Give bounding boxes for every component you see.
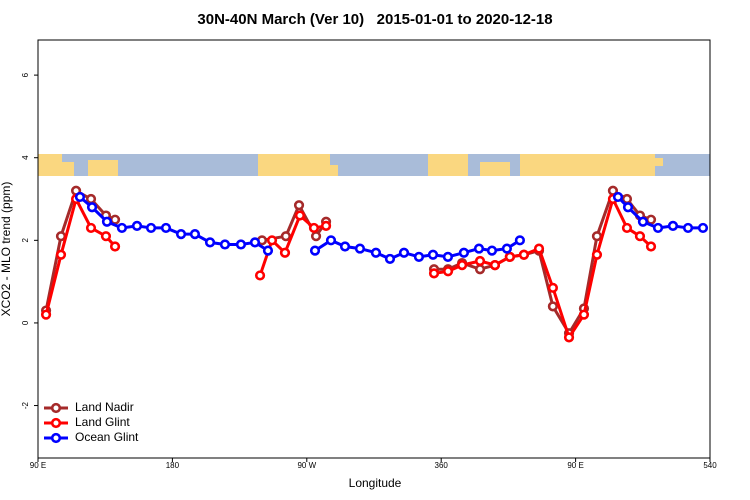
- point: [442, 266, 454, 277]
- point: [325, 235, 337, 246]
- y-tick-label: 0: [21, 320, 30, 325]
- chart-title: 30N-40N March (Ver 10) 2015-01-01 to 202…: [197, 11, 552, 28]
- point: [612, 191, 624, 203]
- point: [398, 247, 410, 258]
- point: [370, 247, 382, 258]
- point: [474, 264, 486, 275]
- point: [249, 237, 261, 248]
- y-tick-label: 2: [21, 238, 30, 243]
- point: [160, 222, 172, 234]
- point: [109, 241, 121, 252]
- point: [55, 231, 67, 242]
- point: [189, 229, 201, 240]
- point: [637, 216, 649, 227]
- point: [310, 231, 322, 242]
- point: [645, 241, 657, 252]
- point: [427, 249, 439, 260]
- legend-marker: [50, 417, 62, 429]
- point: [101, 216, 113, 227]
- point: [74, 191, 86, 203]
- point: [309, 245, 321, 256]
- point: [354, 243, 366, 254]
- point: [262, 245, 274, 256]
- point: [518, 249, 530, 260]
- point: [547, 301, 559, 312]
- map-strip: [38, 154, 710, 176]
- y-tick-label: -2: [21, 401, 30, 409]
- point: [474, 255, 486, 267]
- point: [293, 200, 305, 211]
- x-tick-label: 90 W: [297, 461, 316, 470]
- point: [442, 251, 454, 262]
- point: [280, 231, 291, 242]
- legend-marker: [50, 432, 62, 444]
- point: [413, 251, 425, 262]
- point: [85, 193, 97, 205]
- legend-marker: [50, 402, 62, 414]
- legend-label: Land Nadir: [75, 400, 134, 414]
- point: [86, 202, 98, 213]
- x-tick-label: 90 E: [567, 461, 583, 470]
- point: [145, 222, 157, 234]
- point: [116, 222, 128, 234]
- plot-frame: [37, 39, 711, 459]
- point: [339, 241, 351, 252]
- point: [563, 332, 575, 343]
- point: [652, 222, 664, 234]
- point: [254, 270, 266, 281]
- x-tick-label: 360: [435, 461, 449, 470]
- point: [85, 222, 97, 234]
- point: [697, 222, 709, 234]
- point: [235, 239, 247, 250]
- point: [645, 214, 657, 225]
- y-axis-label: XCO2 - MLO trend (ppm): [0, 182, 13, 317]
- point: [667, 220, 679, 231]
- point: [428, 268, 440, 279]
- point: [486, 245, 498, 256]
- point: [622, 202, 634, 213]
- point: [175, 229, 187, 240]
- point: [682, 222, 694, 234]
- point: [501, 243, 513, 254]
- point: [279, 247, 291, 258]
- point: [458, 247, 469, 258]
- x-tick-label: 90 E: [30, 461, 46, 470]
- point: [204, 237, 216, 248]
- point: [219, 239, 231, 250]
- legend-label: Ocean Glint: [75, 430, 139, 444]
- point: [384, 253, 396, 265]
- point: [457, 260, 468, 271]
- x-axis-label: Longitude: [349, 476, 402, 490]
- point: [473, 243, 485, 254]
- y-tick-label: 4: [21, 155, 30, 160]
- point: [294, 210, 306, 221]
- point: [591, 249, 603, 260]
- point: [514, 235, 525, 246]
- point: [109, 214, 121, 225]
- x-tick-label: 540: [703, 461, 717, 470]
- point: [504, 251, 515, 262]
- y-tick-label: 6: [21, 72, 30, 77]
- legend-label: Land Glint: [75, 415, 130, 429]
- point: [621, 222, 633, 234]
- point: [591, 231, 603, 242]
- point: [320, 220, 332, 231]
- point: [100, 231, 112, 242]
- point: [55, 249, 67, 260]
- series-line: [433, 194, 653, 341]
- point: [578, 309, 590, 320]
- point: [40, 309, 52, 320]
- point: [131, 220, 143, 231]
- point: [308, 222, 320, 234]
- x-tick-label: 180: [166, 461, 180, 470]
- point: [489, 260, 501, 271]
- point: [634, 231, 646, 242]
- point: [547, 282, 559, 293]
- point: [266, 235, 278, 246]
- point: [533, 243, 545, 254]
